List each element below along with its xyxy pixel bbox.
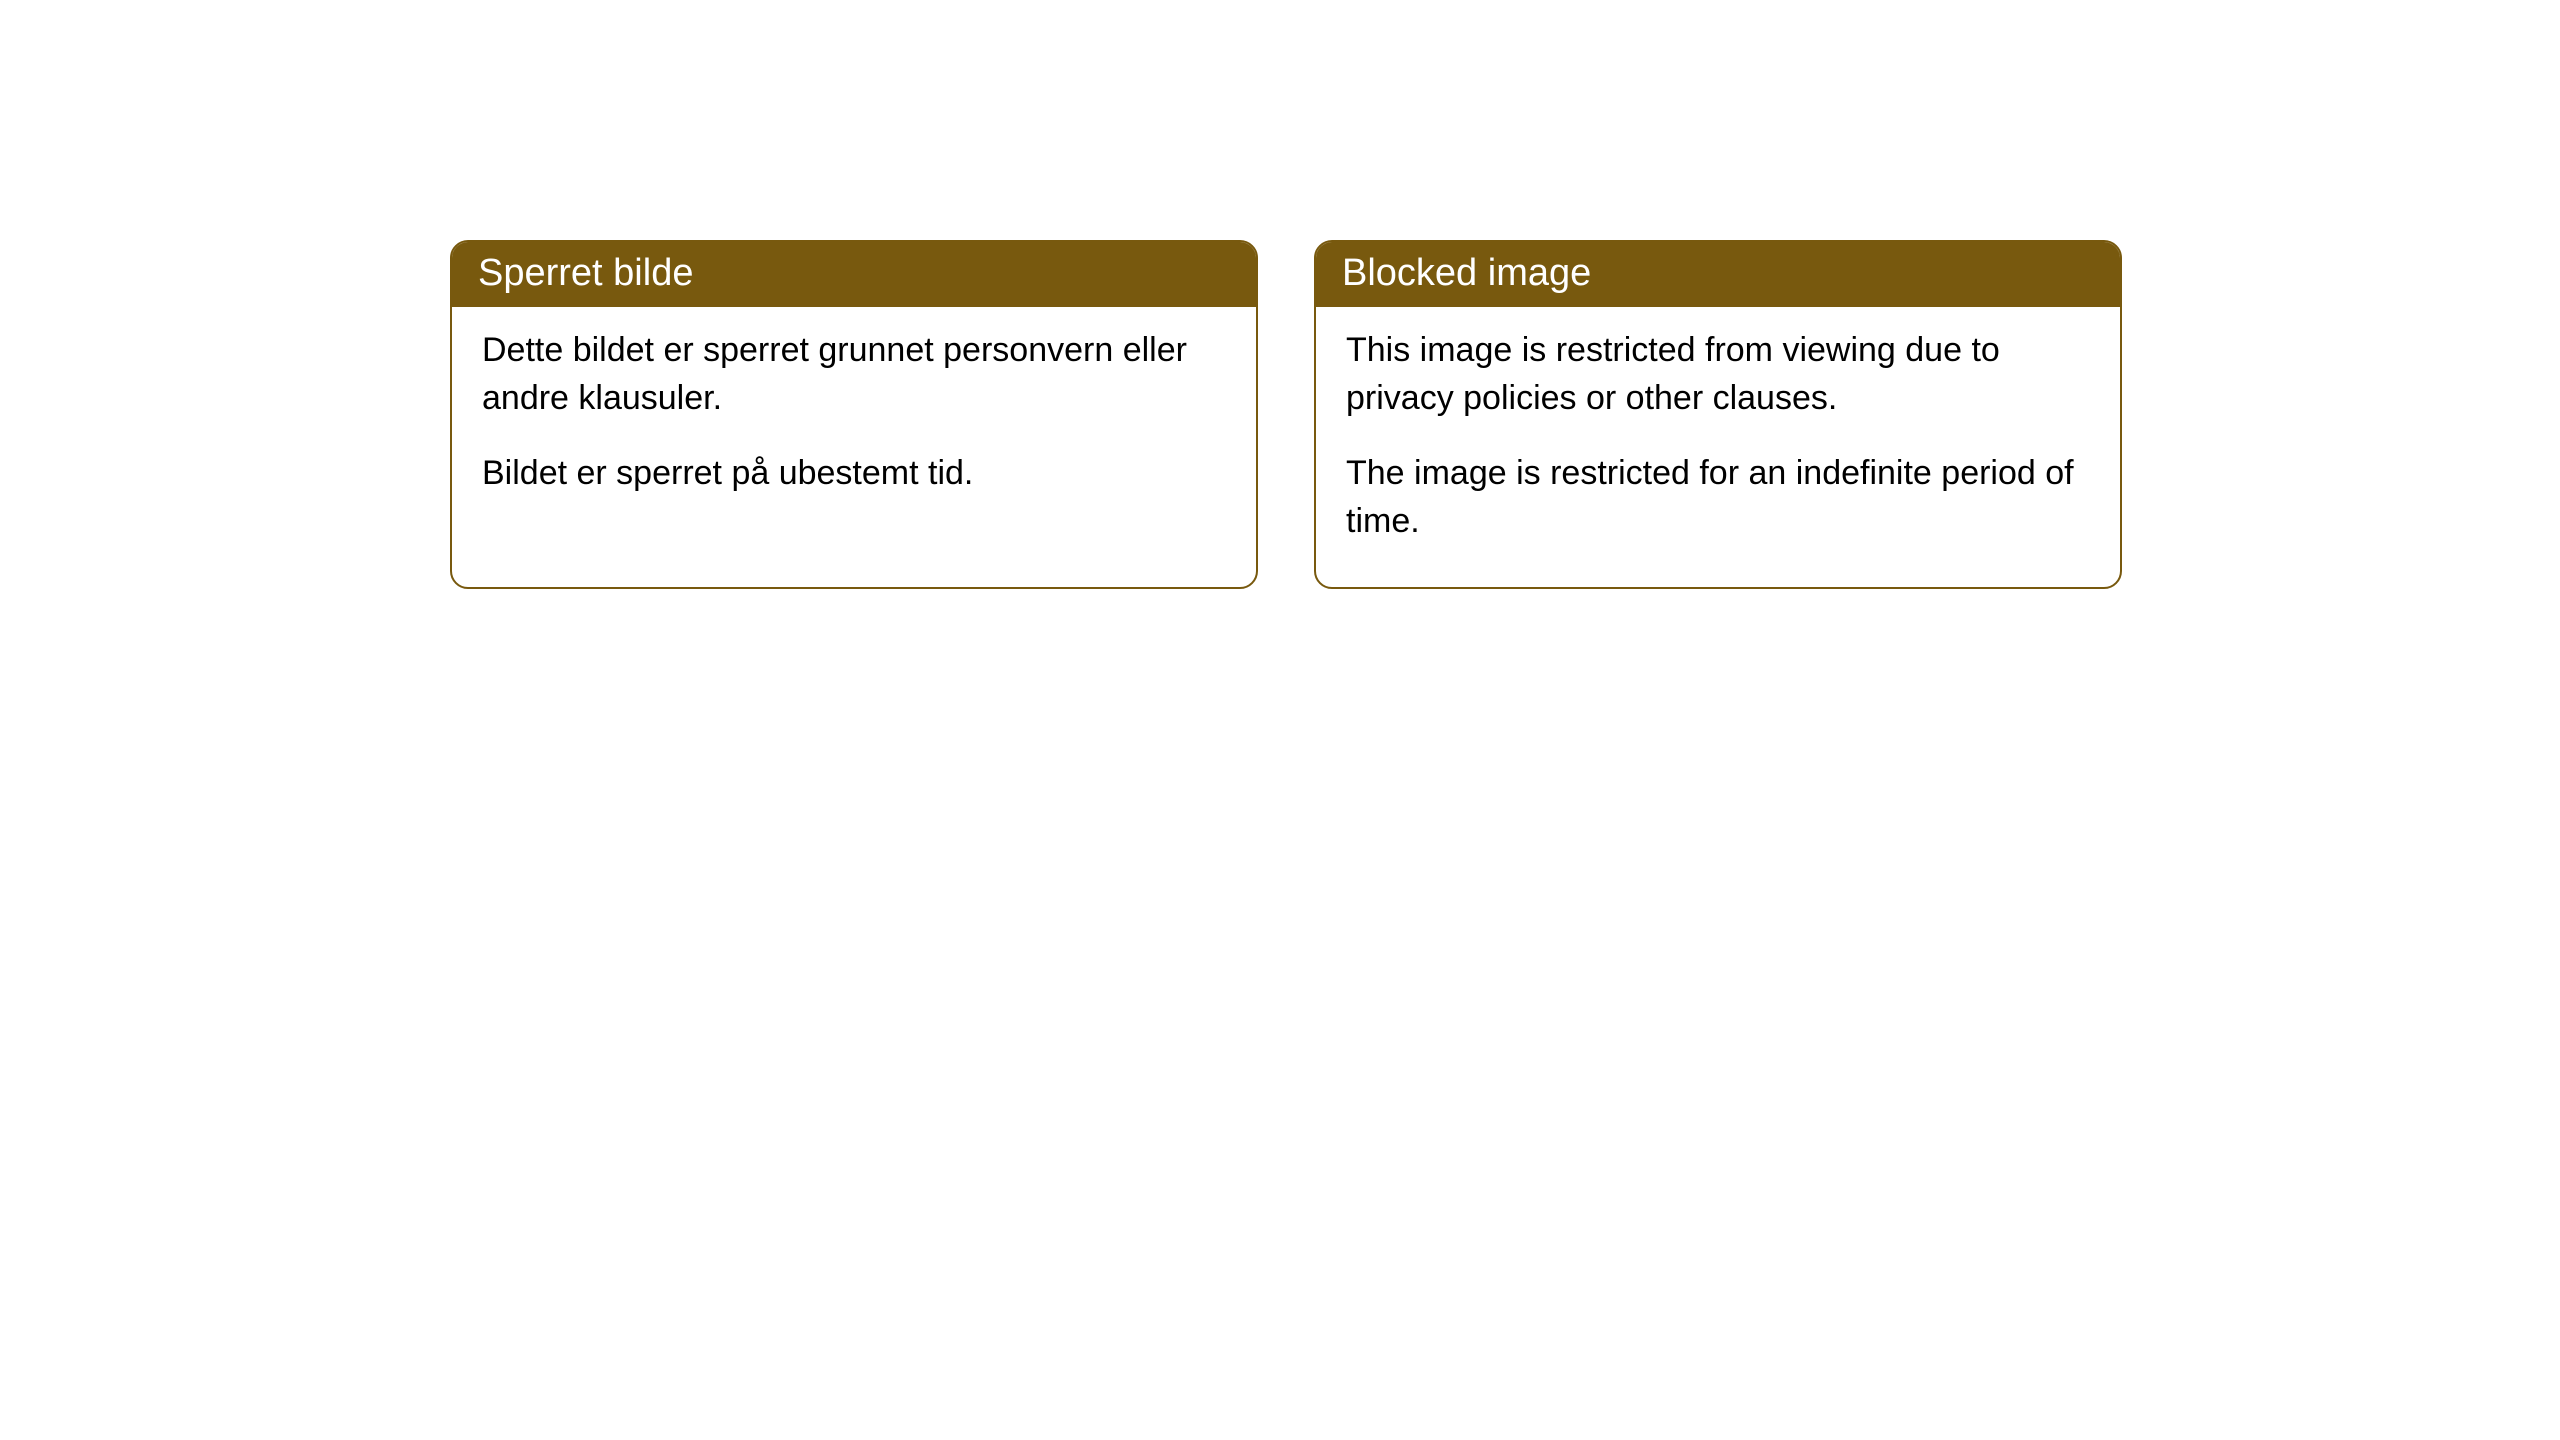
card-paragraph: Bildet er sperret på ubestemt tid. bbox=[482, 450, 1226, 498]
card-header-english: Blocked image bbox=[1316, 242, 2120, 307]
notice-card-english: Blocked image This image is restricted f… bbox=[1314, 240, 2122, 589]
card-body-english: This image is restricted from viewing du… bbox=[1316, 307, 2120, 587]
notice-card-container: Sperret bilde Dette bildet er sperret gr… bbox=[450, 240, 2122, 589]
notice-card-norwegian: Sperret bilde Dette bildet er sperret gr… bbox=[450, 240, 1258, 589]
card-header-norwegian: Sperret bilde bbox=[452, 242, 1256, 307]
card-paragraph: Dette bildet er sperret grunnet personve… bbox=[482, 327, 1226, 422]
card-body-norwegian: Dette bildet er sperret grunnet personve… bbox=[452, 307, 1256, 540]
card-paragraph: This image is restricted from viewing du… bbox=[1346, 327, 2090, 422]
card-paragraph: The image is restricted for an indefinit… bbox=[1346, 450, 2090, 545]
